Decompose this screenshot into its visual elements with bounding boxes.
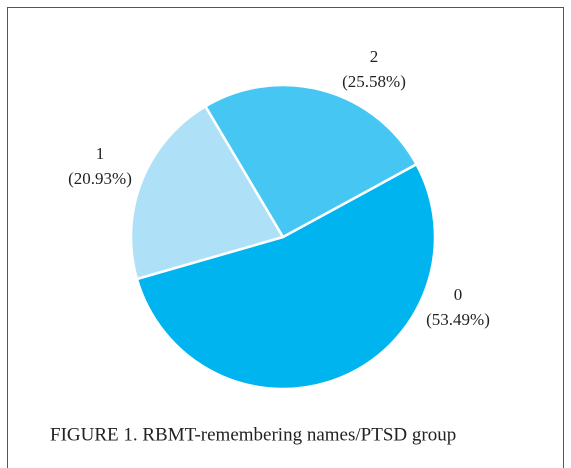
chart-title: FIGURE 1. RBMT-remembering names/PTSD gr… [50, 424, 456, 445]
pie-slice [129, 104, 285, 281]
slice-label: 1 [96, 144, 105, 163]
slice-label: 2 [370, 47, 379, 66]
slice-value-label: (53.49%) [426, 310, 490, 329]
frame [7, 7, 564, 468]
pie-slice [135, 162, 437, 391]
slice-value-label: (25.58%) [342, 72, 406, 91]
slice-value-label: (20.93%) [68, 169, 132, 188]
pie-slice [203, 83, 419, 239]
slice-label: 0 [454, 285, 463, 304]
